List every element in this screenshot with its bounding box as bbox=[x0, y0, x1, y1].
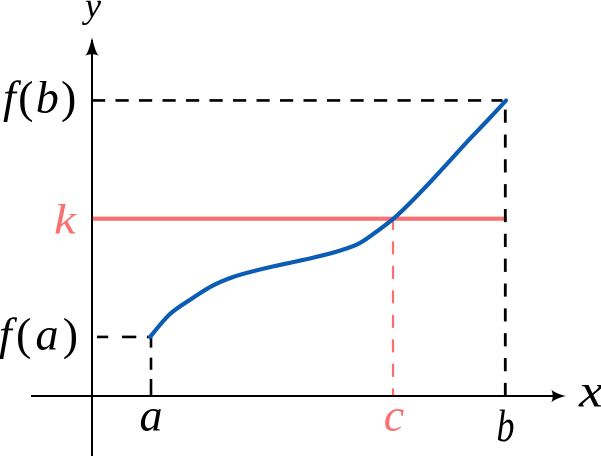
svg-text:x: x bbox=[578, 366, 601, 418]
svg-text:f(a): f(a) bbox=[0, 308, 82, 359]
svg-text:a: a bbox=[140, 390, 163, 441]
svg-text:y: y bbox=[82, 0, 101, 26]
svg-text:b: b bbox=[497, 401, 515, 451]
svg-text:c: c bbox=[384, 390, 404, 441]
svg-text:f(b): f(b) bbox=[3, 72, 79, 123]
svg-text:k: k bbox=[54, 198, 78, 244]
